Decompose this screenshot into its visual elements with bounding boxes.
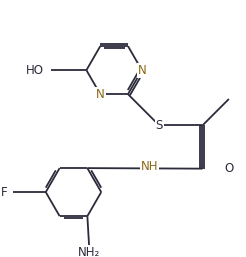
Text: N: N xyxy=(96,88,105,101)
Text: O: O xyxy=(224,162,233,175)
Text: HO: HO xyxy=(26,64,44,77)
Text: S: S xyxy=(155,119,163,132)
Text: N: N xyxy=(138,64,146,77)
Text: NH: NH xyxy=(141,160,158,173)
Text: F: F xyxy=(1,186,8,199)
Text: NH₂: NH₂ xyxy=(78,246,100,257)
